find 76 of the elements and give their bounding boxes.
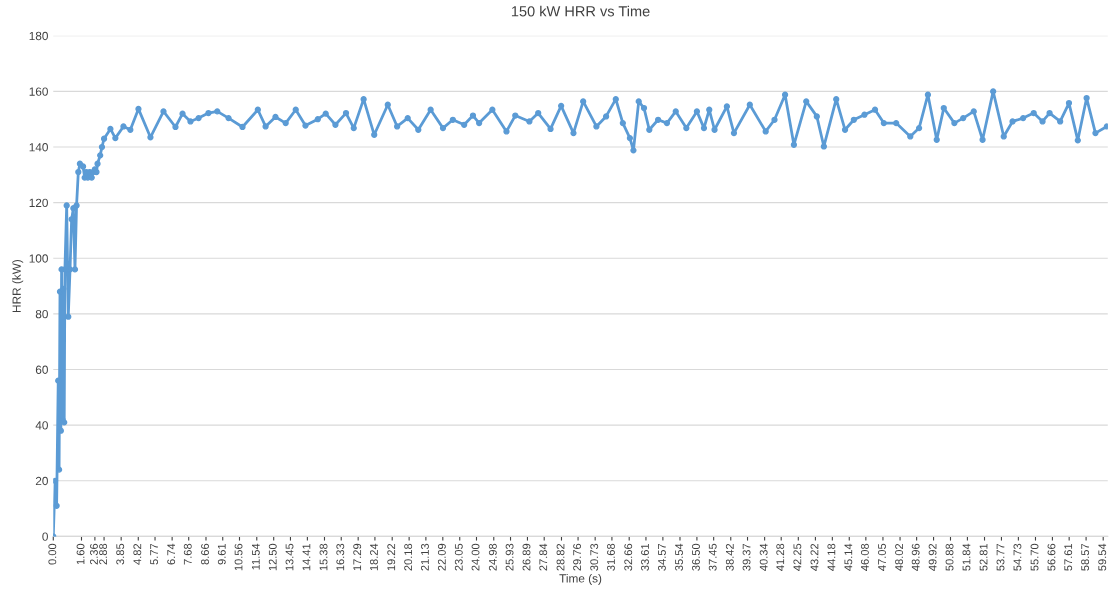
x-tick-label: 32.66 xyxy=(624,543,633,571)
y-tick-label: 180 xyxy=(29,31,48,41)
x-tick-label: 7.68 xyxy=(183,543,192,565)
x-tick-label: 59.54 xyxy=(1098,543,1107,571)
x-tick-label: 24.98 xyxy=(488,543,497,571)
x-tick-label: 2.88 xyxy=(99,543,108,565)
x-tick-label: 22.09 xyxy=(437,543,446,571)
x-tick-label: 13.45 xyxy=(285,543,294,571)
x-tick-label: 46.08 xyxy=(860,543,869,571)
x-tick-label: 27.84 xyxy=(539,543,548,571)
x-tick-label: 6.74 xyxy=(167,543,176,565)
y-tick-label: 140 xyxy=(29,143,48,152)
x-tick-label: 3.85 xyxy=(116,543,125,565)
x-tick-label: 37.45 xyxy=(708,543,717,571)
x-tick-label: 11.54 xyxy=(252,543,260,570)
x-tick-label: 14.41 xyxy=(302,543,311,571)
y-axis-title: HRR (kW) xyxy=(12,259,24,312)
x-tick-label: 43.22 xyxy=(810,543,819,571)
x-tick-label: 44.18 xyxy=(827,543,836,571)
x-tick-label: 28.82 xyxy=(556,543,565,571)
y-tick-label: 20 xyxy=(35,476,48,486)
x-tick-label: 47.05 xyxy=(878,543,886,571)
x-tick-label: 1.60 xyxy=(76,543,85,565)
x-tick-label: 45.14 xyxy=(844,543,853,571)
x-tick-label: 48.02 xyxy=(895,543,904,571)
x-tick-label: 30.73 xyxy=(590,543,599,571)
x-tick-label: 23.05 xyxy=(454,543,463,571)
y-tick-label: 100 xyxy=(29,254,48,263)
x-tick-label: 24.00 xyxy=(471,543,480,571)
x-tick-label: 31.68 xyxy=(607,543,615,571)
y-tick-label: 40 xyxy=(35,421,48,430)
x-tick-label: 20.18 xyxy=(404,543,413,571)
x-tick-label: 49.92 xyxy=(928,543,937,571)
y-tick-label: 60 xyxy=(35,365,48,374)
x-tick-label: 40.34 xyxy=(759,543,768,571)
x-tick-label: 53.77 xyxy=(996,543,1005,571)
x-tick-label: 33.61 xyxy=(641,543,649,571)
x-tick-label: 35.54 xyxy=(675,543,683,571)
x-tick-label: 57.61 xyxy=(1064,543,1073,571)
x-tick-label: 58.57 xyxy=(1081,543,1090,571)
x-tick-label: 8.66 xyxy=(201,543,209,565)
x-tick-label: 50.88 xyxy=(945,543,954,571)
x-tick-label: 0.00 xyxy=(48,543,57,565)
y-tick-label: 80 xyxy=(35,309,48,319)
x-axis-title: Time (s) xyxy=(559,573,602,585)
x-tick-label: 55.70 xyxy=(1030,543,1039,571)
x-tick-label: 10.56 xyxy=(234,543,243,571)
x-tick-label: 41.28 xyxy=(776,543,785,571)
x-tick-label: 25.93 xyxy=(505,543,514,571)
x-tick-label: 4.82 xyxy=(133,543,142,565)
x-tick-label: 5.77 xyxy=(150,543,159,565)
x-tick-label: 17.29 xyxy=(353,543,362,571)
x-tick-label: 38.42 xyxy=(725,543,734,571)
x-tick-label: 26.89 xyxy=(522,543,531,571)
x-tick-label: 39.37 xyxy=(742,543,751,571)
x-tick-label: 15.38 xyxy=(319,543,328,571)
x-tick-label: 48.96 xyxy=(911,543,920,571)
x-tick-label: 51.84 xyxy=(962,543,971,571)
x-tick-label: 18.24 xyxy=(370,543,378,571)
x-tick-label: 16.33 xyxy=(336,543,345,571)
x-tick-label: 21.13 xyxy=(421,543,429,571)
x-tick-label: 29.76 xyxy=(573,543,582,571)
x-tick-label: 2.36 xyxy=(90,543,98,565)
chart-title: 150 kW HRR vs Time xyxy=(511,5,650,17)
y-tick-label: 0 xyxy=(42,532,48,541)
x-tick-label: 56.66 xyxy=(1047,543,1056,571)
x-tick-label: 52.81 xyxy=(979,543,988,571)
x-tick-label: 34.57 xyxy=(657,543,666,571)
y-tick-label: 120 xyxy=(29,198,48,208)
x-tick-label: 19.22 xyxy=(387,543,396,571)
x-tick-label: 54.73 xyxy=(1013,543,1022,571)
x-tick-label: 9.61 xyxy=(217,543,226,565)
y-tick-label: 160 xyxy=(29,87,48,96)
x-tick-label: 42.25 xyxy=(793,543,802,571)
x-tick-label: 36.50 xyxy=(692,543,700,571)
x-tick-label: 12.50 xyxy=(268,543,277,571)
